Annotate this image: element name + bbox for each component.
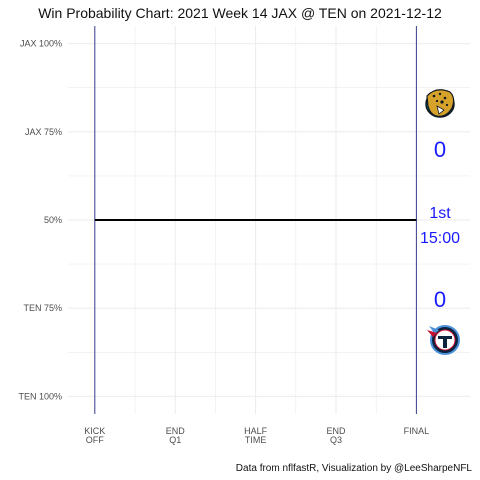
x-tick-label: Q3 <box>330 435 342 445</box>
home-score: 0 <box>434 287 446 312</box>
game-clock: 15:00 <box>420 230 460 247</box>
x-tick-label: Q1 <box>169 435 181 445</box>
y-tick-label: JAX 100% <box>20 39 62 49</box>
chart-title: Win Probability Chart: 2021 Week 14 JAX … <box>38 5 442 21</box>
y-tick-label: TEN 75% <box>23 303 62 313</box>
y-tick-label: JAX 75% <box>25 127 62 137</box>
jaguar-logo <box>425 89 455 118</box>
x-tick-label: HALF <box>244 426 268 436</box>
x-tick-label: END <box>326 426 346 436</box>
chart-caption: Data from nflfastR, Visualization by @Le… <box>235 463 472 474</box>
y-tick-label: TEN 100% <box>18 391 62 401</box>
y-axis-ticks: JAX 100% JAX 75% 50% TEN 75% TEN 100% <box>18 39 62 402</box>
x-tick-label: FINAL <box>404 426 430 436</box>
x-tick-label: END <box>166 426 186 436</box>
x-tick-label: KICK <box>84 426 105 436</box>
quarter-label: 1st <box>429 205 451 222</box>
away-score: 0 <box>434 137 446 162</box>
x-tick-label: OFF <box>86 435 104 445</box>
x-tick-label: TIME <box>245 435 267 445</box>
y-tick-label: 50% <box>44 215 62 225</box>
titans-logo <box>427 325 460 355</box>
